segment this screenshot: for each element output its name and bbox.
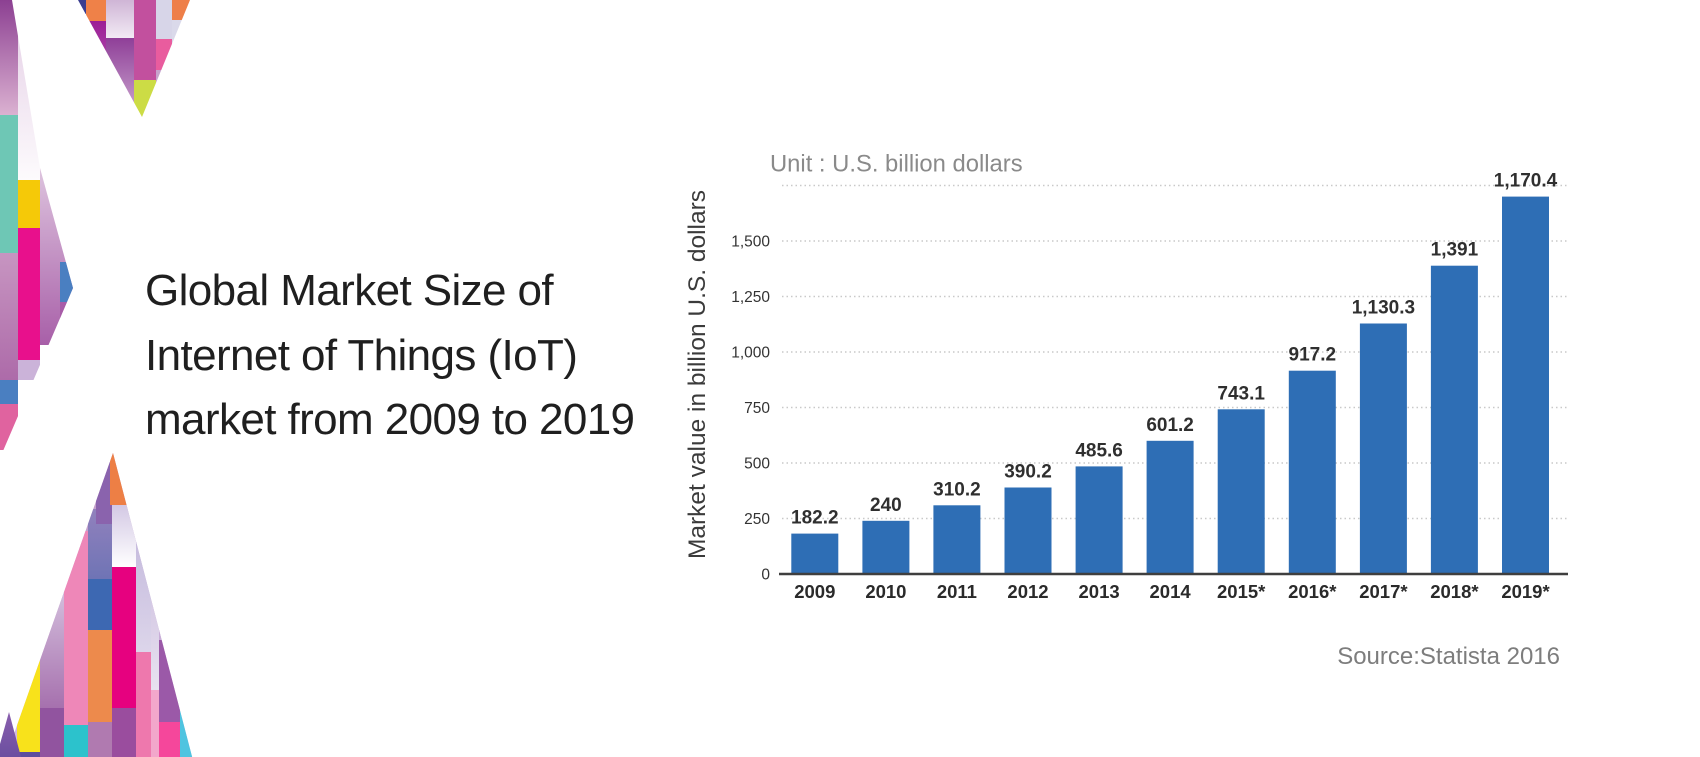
svg-text:1,170.4: 1,170.4 <box>1494 171 1558 192</box>
svg-text:1,500: 1,500 <box>731 234 770 251</box>
svg-text:743.1: 743.1 <box>1217 383 1265 404</box>
svg-text:market from 2009 to 2019: market from 2009 to 2019 <box>145 395 634 444</box>
svg-text:250: 250 <box>744 511 770 528</box>
svg-text:240: 240 <box>870 495 902 516</box>
svg-text:2013: 2013 <box>1079 581 1120 602</box>
svg-text:1,000: 1,000 <box>731 345 770 362</box>
svg-text:2015*: 2015* <box>1217 581 1266 602</box>
svg-text:2011: 2011 <box>937 581 977 602</box>
svg-text:2019*: 2019* <box>1501 581 1550 602</box>
svg-text:Unit : U.S. billion dollars: Unit : U.S. billion dollars <box>770 151 1023 178</box>
svg-text:0: 0 <box>761 567 770 584</box>
svg-text:2016*: 2016* <box>1288 581 1337 602</box>
svg-text:2018*: 2018* <box>1430 581 1479 602</box>
svg-text:Internet of Things (IoT): Internet of Things (IoT) <box>145 331 577 380</box>
svg-text:2014: 2014 <box>1150 581 1192 602</box>
svg-text:310.2: 310.2 <box>933 479 981 500</box>
svg-text:1,130.3: 1,130.3 <box>1352 298 1415 319</box>
svg-text:2010: 2010 <box>865 581 906 602</box>
svg-text:Global Market Size of: Global Market Size of <box>145 266 554 315</box>
svg-text:Source:Statista 2016: Source:Statista 2016 <box>1337 643 1560 670</box>
svg-text:750: 750 <box>744 400 770 417</box>
svg-text:2017*: 2017* <box>1359 581 1408 602</box>
svg-text:1,250: 1,250 <box>731 289 770 306</box>
svg-text:500: 500 <box>744 456 770 473</box>
svg-text:485.6: 485.6 <box>1075 440 1123 461</box>
svg-text:182.2: 182.2 <box>791 508 839 529</box>
svg-text:2009: 2009 <box>794 581 835 602</box>
svg-text:601.2: 601.2 <box>1146 415 1194 436</box>
svg-text:1,391: 1,391 <box>1431 240 1479 261</box>
svg-text:917.2: 917.2 <box>1289 345 1337 366</box>
svg-text:2012: 2012 <box>1007 581 1048 602</box>
svg-text:390.2: 390.2 <box>1004 462 1052 483</box>
svg-text:Market value in billion U.S. d: Market value in billion U.S. dollars <box>684 190 711 559</box>
